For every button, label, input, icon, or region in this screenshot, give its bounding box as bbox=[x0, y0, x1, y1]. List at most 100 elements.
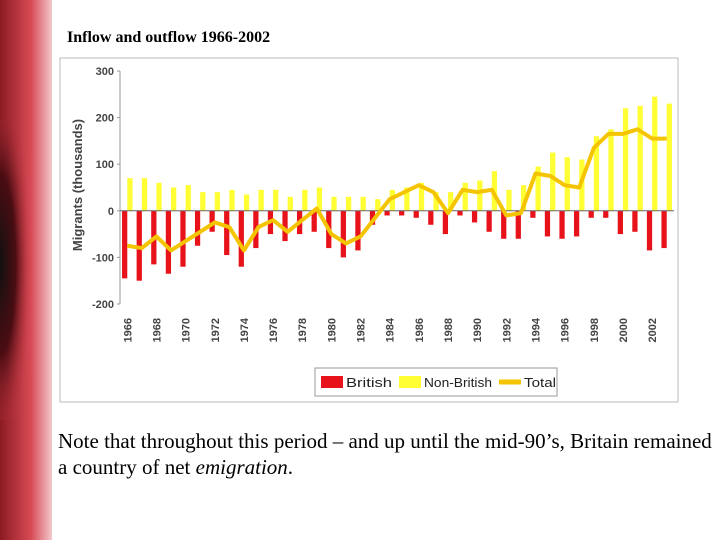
bar bbox=[428, 210, 434, 225]
bar bbox=[652, 96, 658, 211]
bar bbox=[530, 210, 536, 218]
bar bbox=[646, 210, 653, 251]
y-tick-label: -200 bbox=[92, 299, 114, 311]
bar bbox=[238, 210, 244, 267]
legend-label: British bbox=[346, 375, 392, 390]
bar bbox=[194, 210, 201, 246]
line bbox=[126, 127, 667, 253]
bar bbox=[404, 187, 410, 211]
bar bbox=[442, 210, 449, 235]
bar bbox=[287, 196, 293, 211]
y-tick-label: 200 bbox=[96, 113, 114, 125]
bar bbox=[588, 210, 594, 218]
bar bbox=[559, 210, 565, 239]
bar bbox=[340, 210, 346, 258]
bar bbox=[302, 189, 308, 211]
bar bbox=[501, 210, 507, 239]
y-tick-label: 0 bbox=[108, 206, 114, 218]
note: Note that throughout this period – and u… bbox=[58, 428, 718, 480]
bar bbox=[165, 210, 172, 274]
bar bbox=[573, 210, 580, 237]
note-end: . bbox=[287, 455, 294, 479]
bar bbox=[433, 192, 439, 211]
x-tick-label: 1976 bbox=[268, 318, 280, 342]
x-tick-label: 1978 bbox=[297, 318, 309, 342]
bar bbox=[384, 210, 390, 216]
bar bbox=[448, 192, 454, 211]
bar bbox=[122, 210, 128, 279]
bar bbox=[331, 196, 337, 211]
bar bbox=[141, 178, 148, 211]
bar bbox=[375, 199, 381, 211]
bar bbox=[243, 194, 250, 211]
bar bbox=[535, 166, 541, 211]
legend-label: Total bbox=[524, 375, 556, 390]
bar bbox=[477, 180, 483, 211]
x-tick-label: 1992 bbox=[501, 318, 513, 342]
bar bbox=[486, 210, 492, 232]
bar bbox=[282, 210, 288, 242]
x-tick-label: 1986 bbox=[414, 318, 426, 342]
bar bbox=[399, 210, 405, 216]
bar bbox=[622, 108, 629, 211]
bar bbox=[418, 182, 425, 211]
bar bbox=[214, 192, 221, 211]
x-tick-label: 1970 bbox=[181, 318, 193, 342]
chart-title: Inflow and outflow 1966-2002 bbox=[67, 29, 270, 46]
x-tick-label: 1968 bbox=[151, 318, 163, 342]
x-tick-label: 1990 bbox=[472, 318, 484, 342]
bar bbox=[369, 210, 376, 225]
bar bbox=[608, 129, 614, 211]
bar bbox=[462, 182, 468, 211]
bar bbox=[180, 210, 186, 267]
x-tick-label: 1994 bbox=[531, 317, 543, 342]
bar bbox=[661, 210, 667, 249]
bar bbox=[355, 210, 361, 251]
bar bbox=[544, 210, 551, 237]
bar bbox=[345, 196, 352, 211]
x-tick-label: 1996 bbox=[560, 318, 572, 342]
bar bbox=[360, 196, 366, 211]
x-tick-label: 1988 bbox=[443, 318, 455, 342]
y-tick-label: 100 bbox=[96, 159, 114, 171]
note-emphasis: emigration bbox=[195, 455, 288, 479]
x-tick-label: 1972 bbox=[210, 318, 222, 342]
bar bbox=[311, 210, 317, 232]
x-tick-label: 1966 bbox=[122, 318, 134, 342]
legend-swatch bbox=[321, 376, 343, 388]
y-axis-title: Migrants (thousands) bbox=[70, 119, 85, 251]
x-tick-label: 1980 bbox=[326, 318, 338, 342]
bar bbox=[457, 210, 463, 216]
x-tick-label: 1974 bbox=[239, 317, 251, 342]
decor-shape bbox=[0, 120, 52, 420]
y-tick-label: -100 bbox=[92, 252, 114, 264]
bar bbox=[229, 189, 235, 211]
legend-swatch bbox=[399, 376, 421, 388]
note-text: Note that throughout this period – and u… bbox=[58, 429, 712, 479]
bar bbox=[389, 189, 395, 211]
bar bbox=[171, 187, 177, 211]
bar bbox=[593, 136, 600, 211]
bar bbox=[637, 105, 643, 211]
bar bbox=[515, 210, 521, 239]
bar bbox=[316, 187, 323, 211]
x-tick-label: 1984 bbox=[385, 317, 397, 342]
x-tick-label: 2000 bbox=[618, 318, 630, 342]
bar bbox=[617, 210, 623, 235]
bar bbox=[520, 185, 527, 211]
bar bbox=[273, 189, 279, 211]
bar bbox=[258, 189, 264, 211]
bar bbox=[209, 210, 215, 232]
bar bbox=[666, 103, 672, 211]
bar bbox=[200, 192, 206, 211]
bar bbox=[185, 185, 191, 211]
bar bbox=[224, 210, 230, 256]
y-tick-label: 300 bbox=[96, 66, 114, 78]
bar bbox=[550, 152, 556, 211]
bar bbox=[632, 210, 638, 232]
bar bbox=[127, 178, 133, 211]
x-tick-label: 1982 bbox=[356, 318, 368, 342]
bar bbox=[471, 210, 478, 223]
